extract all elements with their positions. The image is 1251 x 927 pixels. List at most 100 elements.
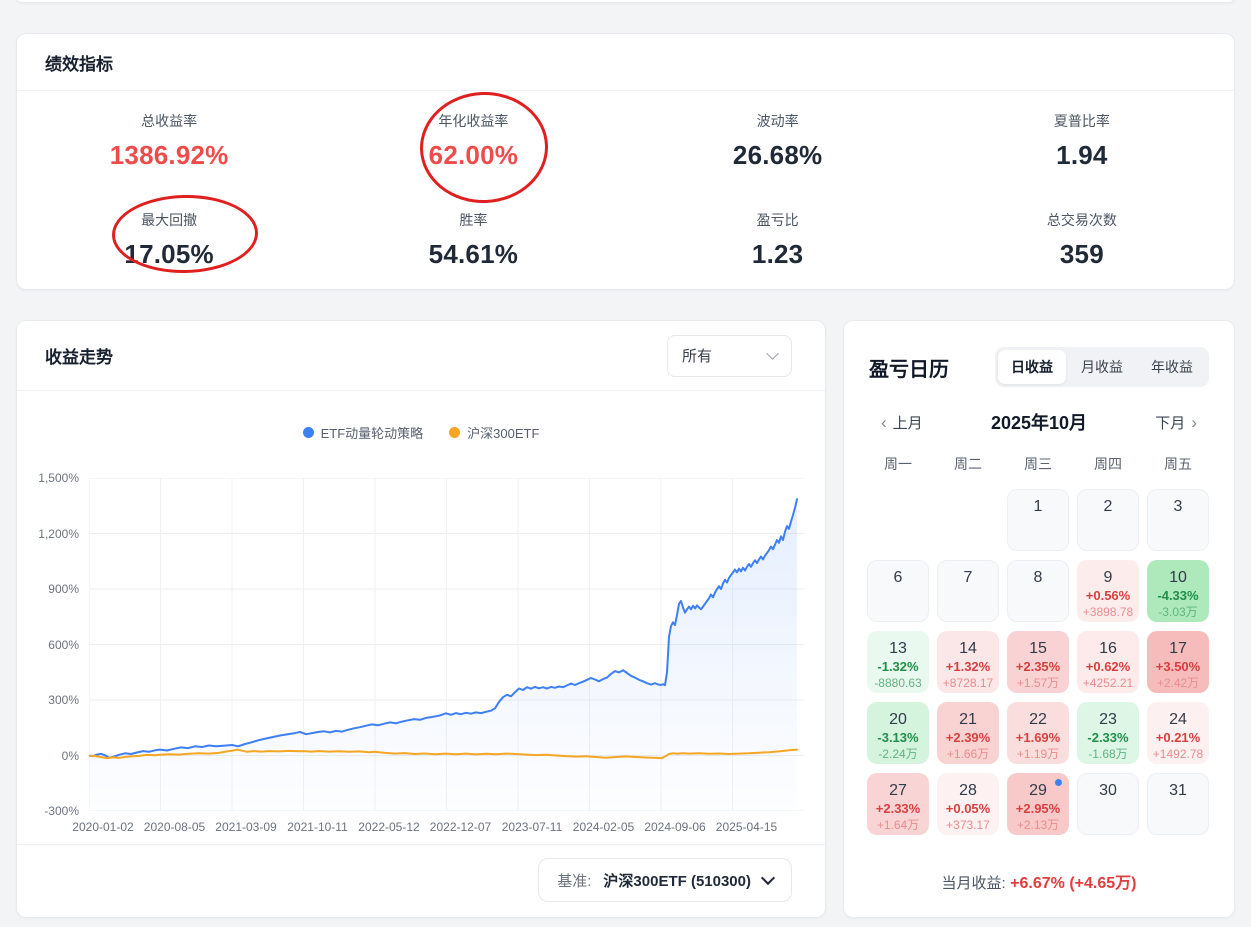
- legend-item[interactable]: 沪深300ETF: [449, 423, 539, 442]
- calendar-day-cell[interactable]: 20 -3.13% -2.24万: [867, 702, 929, 764]
- calendar-day-cell[interactable]: 27 +2.33% +1.64万: [867, 773, 929, 835]
- day-return-amount: +1492.78: [1152, 746, 1204, 761]
- day-return-amount: +373.17: [946, 817, 990, 832]
- calendar-day-cell[interactable]: 15 +2.35% +1.57万: [1007, 631, 1069, 693]
- metric-profit-loss-ratio: 盈亏比 1.23: [626, 210, 930, 270]
- chevron-down-icon: [760, 870, 776, 886]
- x-tick-label: 2021-03-09: [215, 820, 277, 834]
- legend-label: ETF动量轮动策略: [320, 426, 424, 441]
- calendar-day-cell[interactable]: 2: [1077, 489, 1139, 551]
- day-number: 31: [1169, 782, 1187, 799]
- x-tick-label: 2022-05-12: [358, 820, 420, 834]
- range-filter-select[interactable]: 所有: [667, 334, 792, 377]
- calendar-day-cell[interactable]: 24 +0.21% +1492.78: [1147, 702, 1209, 764]
- weekday-label: 周二: [954, 456, 982, 472]
- day-number: 13: [889, 640, 907, 657]
- day-return-pct: +0.21%: [1155, 730, 1201, 745]
- calendar-day-cell[interactable]: 7: [937, 560, 999, 622]
- day-return-amount: -8880.63: [874, 675, 922, 690]
- calendar-day-cell[interactable]: 16 +0.62% +4252.21: [1077, 631, 1139, 693]
- legend-item[interactable]: ETF动量轮动策略: [302, 423, 424, 442]
- month-return-value: +6.67% (+4.65万): [1010, 875, 1137, 892]
- metric-max-drawdown: 最大回撤 17.05%: [17, 210, 321, 270]
- day-number: 29: [1029, 782, 1047, 799]
- series-area-fill: [89, 499, 797, 811]
- day-number: 6: [893, 569, 903, 586]
- metric-value: 1.23: [751, 238, 804, 269]
- metric-value: 17.05%: [124, 238, 214, 269]
- calendar-period-tabs: 日收益 月收益 年收益: [995, 347, 1209, 387]
- calendar-day-cell[interactable]: 17 +3.50% +2.42万: [1147, 631, 1209, 693]
- calendar-day-cell[interactable]: 30: [1077, 773, 1139, 835]
- metric-value: 62.00%: [428, 139, 519, 170]
- calendar-header: 盈亏日历 日收益 月收益 年收益: [869, 347, 1209, 387]
- day-return-amount: +4252.21: [1082, 675, 1134, 690]
- calendar-day-cell[interactable]: 9 +0.56% +3898.78: [1077, 560, 1139, 622]
- calendar-tab-active[interactable]: 日收益: [998, 350, 1066, 384]
- metric-label: 最大回撤: [141, 211, 198, 228]
- calendar-day-cell[interactable]: 31: [1147, 773, 1209, 835]
- range-filter-value: 所有: [682, 348, 713, 365]
- day-number: 20: [889, 711, 907, 728]
- metrics-grid: 总收益率 1386.92% 年化收益率 62.00% 波动率 26.68% 夏普比率 1.94…: [17, 91, 1234, 289]
- day-return-pct: -3.13%: [877, 730, 919, 745]
- metric-label: 盈亏比: [756, 211, 799, 228]
- day-number: 3: [1173, 498, 1183, 515]
- metric-total-trades: 总交易次数 359: [930, 210, 1234, 270]
- x-tick-label: 2025-04-15: [715, 820, 778, 834]
- day-return-pct: +3.50%: [1155, 659, 1201, 674]
- day-return-pct: +1.69%: [1015, 730, 1061, 745]
- weekday-label: 周三: [1024, 456, 1052, 472]
- legend-dot-icon: [302, 427, 314, 438]
- pnl-calendar-card: 盈亏日历 日收益 月收益 年收益 ‹ 上月 2025年10月 下月 › 周一 周二 周三…: [843, 320, 1235, 918]
- calendar-day-cell[interactable]: 6: [867, 560, 929, 622]
- day-number: 22: [1029, 711, 1047, 728]
- calendar-day-cell[interactable]: 13 -1.32% -8880.63: [867, 631, 929, 693]
- day-return-amount: +2.13万: [1016, 817, 1060, 832]
- metric-win-rate: 胜率 54.61%: [321, 210, 625, 270]
- top-partial-card: [16, 0, 1235, 3]
- metric-sharpe-ratio: 夏普比率 1.94: [930, 111, 1234, 171]
- day-return-amount: +2.42万: [1156, 675, 1200, 690]
- chart-card-title: 收益走势: [45, 348, 113, 367]
- metric-label: 波动率: [756, 112, 799, 129]
- calendar-day-cell[interactable]: 3: [1147, 489, 1209, 551]
- day-number: 30: [1099, 782, 1117, 799]
- calendar-day-cell[interactable]: 10 -4.33% -3.03万: [1147, 560, 1209, 622]
- day-number: 24: [1169, 711, 1187, 728]
- day-number: 23: [1099, 711, 1117, 728]
- day-return-pct: -4.33%: [1157, 588, 1199, 603]
- calendar-day-cell[interactable]: 21 +2.39% +1.66万: [937, 702, 999, 764]
- y-tick-label: 1,500%: [38, 471, 79, 485]
- calendar-title: 盈亏日历: [869, 358, 949, 381]
- calendar-day-cell[interactable]: 29 +2.95% +2.13万: [1007, 773, 1069, 835]
- calendar-day-cell[interactable]: 1: [1007, 489, 1069, 551]
- x-tick-label: 2021-10-11: [287, 820, 348, 834]
- day-return-pct: +1.32%: [945, 659, 991, 674]
- line-chart-plot[interactable]: [89, 478, 804, 811]
- prev-month-button[interactable]: ‹ 上月: [881, 412, 923, 433]
- metric-label: 夏普比率: [1053, 112, 1110, 129]
- x-tick-label: 2024-09-06: [644, 820, 706, 834]
- metric-label: 总交易次数: [1046, 211, 1117, 228]
- calendar-day-cell[interactable]: 22 +1.69% +1.19万: [1007, 702, 1069, 764]
- next-month-button[interactable]: 下月 ›: [1155, 412, 1197, 433]
- calendar-day-cell[interactable]: 23 -2.33% -1.68万: [1077, 702, 1139, 764]
- benchmark-label: 基准:: [557, 872, 592, 890]
- calendar-day-cell[interactable]: 8: [1007, 560, 1069, 622]
- benchmark-select[interactable]: 基准: 沪深300ETF (510300): [538, 858, 792, 902]
- metric-label: 总收益率: [141, 112, 198, 129]
- calendar-tab-inactive[interactable]: 月收益: [1081, 359, 1123, 375]
- calendar-day-cell[interactable]: 14 +1.32% +8728.17: [937, 631, 999, 693]
- day-number: 14: [959, 640, 977, 657]
- calendar-day-cell[interactable]: 28 +0.05% +373.17: [937, 773, 999, 835]
- calendar-tab-inactive[interactable]: 年收益: [1151, 359, 1193, 375]
- x-axis-labels: 2020-01-02 2020-08-05 2021-03-09 2021-10-11…: [72, 820, 804, 836]
- x-tick-label: 2022-12-07: [429, 820, 492, 834]
- performance-metrics-card: 绩效指标 总收益率 1386.92% 年化收益率 62.00% 波动率 26.68% 夏普比…: [16, 33, 1235, 290]
- calendar-month-nav: ‹ 上月 2025年10月 下月 ›: [881, 409, 1197, 435]
- day-number: 1: [1033, 498, 1043, 515]
- day-return-pct: +2.33%: [875, 801, 921, 816]
- day-return-amount: +1.64万: [876, 817, 920, 832]
- month-return-label: 当月收益:: [941, 875, 1006, 892]
